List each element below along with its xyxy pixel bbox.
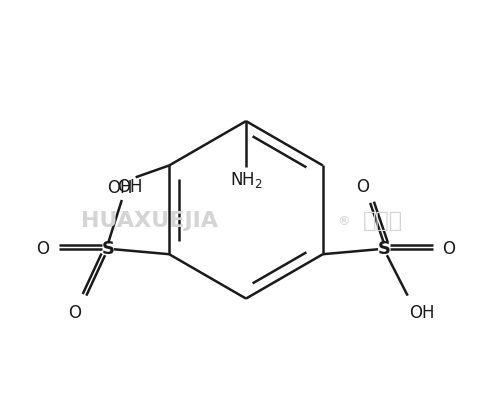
- Text: HUAXUEJIA: HUAXUEJIA: [81, 211, 218, 231]
- Text: 化学加: 化学加: [362, 211, 403, 231]
- Text: ®: ®: [338, 215, 350, 228]
- Text: O: O: [36, 240, 49, 258]
- Text: OH: OH: [107, 179, 133, 197]
- Text: O: O: [68, 305, 81, 322]
- Text: OH: OH: [409, 305, 434, 322]
- Text: O: O: [443, 240, 456, 258]
- Text: NH$_2$: NH$_2$: [230, 170, 262, 190]
- Text: OH: OH: [117, 178, 142, 196]
- Text: O: O: [356, 178, 369, 196]
- Text: S: S: [378, 240, 390, 258]
- Text: S: S: [102, 240, 114, 258]
